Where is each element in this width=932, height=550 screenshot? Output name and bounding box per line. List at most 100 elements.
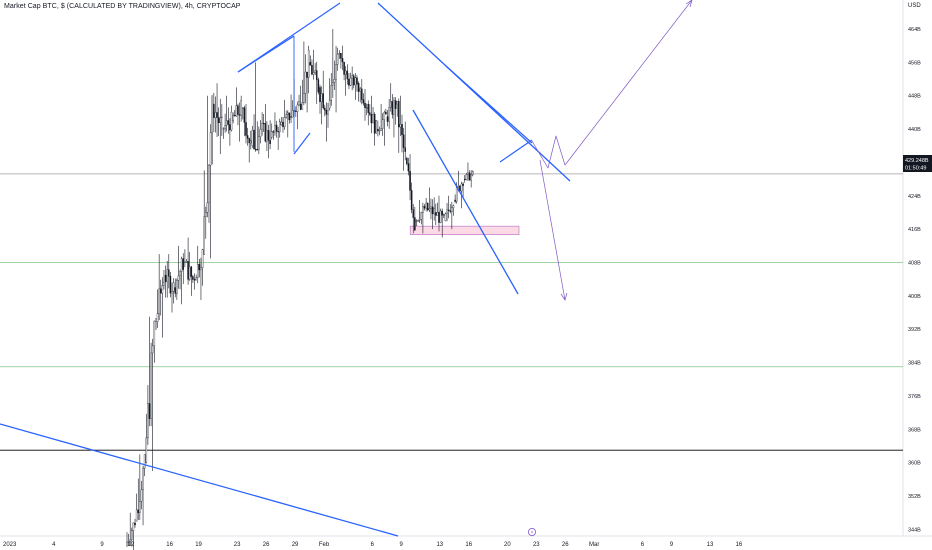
- candle-body: [443, 214, 445, 216]
- time-tick-label: 16: [166, 542, 173, 548]
- current-price-badge: 429.248B 01:50:49: [903, 155, 932, 172]
- candle-body: [227, 120, 230, 125]
- time-tick-label: 6: [371, 542, 375, 548]
- candle-body: [217, 117, 220, 124]
- projection-up-arrowhead: [685, 0, 693, 8]
- candle-body: [150, 352, 152, 419]
- price-tick-label: 408B: [908, 261, 921, 267]
- time-tick-label: 19: [195, 542, 202, 548]
- candle-body: [401, 124, 403, 136]
- candle-body: [156, 313, 159, 322]
- candle-body: [131, 530, 133, 540]
- candle-body: [145, 437, 148, 463]
- candle-body: [396, 101, 398, 105]
- candle-body: [328, 100, 331, 109]
- candle-body: [132, 522, 135, 531]
- candle-body: [200, 267, 202, 271]
- candle-body: [425, 202, 427, 209]
- currency-label: USD: [908, 3, 921, 9]
- candle-body: [238, 114, 241, 116]
- candle-body: [185, 261, 188, 263]
- candle-body: [446, 209, 448, 215]
- candle-body: [336, 53, 339, 65]
- price-tick-label: 440B: [908, 127, 921, 133]
- candle-body: [319, 87, 321, 103]
- candle-body: [304, 71, 307, 94]
- candle-body: [356, 77, 358, 85]
- projection-down: [539, 159, 566, 301]
- candle-body: [418, 219, 421, 221]
- time-tick-label: 16: [736, 542, 743, 548]
- candle-body: [367, 103, 370, 113]
- price-tick-label: 424B: [908, 194, 921, 200]
- candle-body: [193, 279, 196, 281]
- candle-body: [296, 104, 299, 112]
- candle-body: [435, 212, 437, 216]
- candle-body: [245, 122, 247, 136]
- rising-trendline-lower: [293, 132, 311, 155]
- candle-body: [205, 211, 207, 217]
- price-badge-value: 429.248B: [905, 158, 929, 164]
- price-tick-label: 368B: [908, 427, 921, 433]
- candle-body: [142, 467, 144, 491]
- candle-body: [460, 183, 463, 192]
- candle-body: [195, 277, 197, 281]
- candle-body: [224, 125, 226, 129]
- candle-body: [177, 275, 180, 281]
- candle-body: [251, 129, 254, 146]
- candle-body: [346, 70, 349, 80]
- time-axis[interactable]: 2023 4 9 12 16 19 23 26 29 Feb 6 9 13 16 20 23 26 Mar 6 9 13…: [3, 542, 743, 548]
- candle-body: [338, 53, 341, 55]
- candle-body: [180, 258, 183, 272]
- candle-body: [254, 148, 257, 151]
- candle-body: [211, 95, 213, 133]
- time-tick-label: 29: [292, 542, 299, 548]
- candle-body: [258, 136, 260, 150]
- candle-body: [471, 171, 474, 176]
- candle-body: [383, 111, 386, 120]
- price-axis[interactable]: 464B456B448B440B432B424B416B408B400B392B…: [908, 27, 921, 550]
- candle-body: [163, 282, 165, 286]
- candle-body: [275, 124, 278, 132]
- candle-body: [274, 124, 276, 133]
- candle-body: [155, 321, 157, 330]
- candle-body: [378, 130, 381, 132]
- candle-body: [399, 124, 402, 128]
- candle-body: [451, 207, 453, 212]
- candle-body: [196, 264, 199, 278]
- candle-body: [299, 103, 302, 110]
- candles-layer: [126, 29, 474, 550]
- candle-body: [161, 285, 164, 294]
- candle-body: [439, 210, 442, 223]
- price-tick-label: 384B: [908, 361, 921, 367]
- candle-body: [303, 93, 305, 103]
- candle-body: [389, 101, 392, 108]
- candle-body: [201, 249, 204, 268]
- candle-body: [213, 103, 215, 118]
- candle-body: [209, 132, 212, 166]
- candle-body: [420, 212, 423, 220]
- candle-body: [365, 107, 368, 109]
- candle-body: [447, 209, 450, 211]
- price-tick-label: 376B: [908, 394, 921, 400]
- candle-body: [179, 271, 181, 277]
- candle-body: [233, 115, 236, 117]
- candle-body: [182, 258, 185, 270]
- candle-body: [261, 122, 263, 130]
- support-zone-layer: [409, 225, 520, 235]
- candle-body: [306, 71, 308, 78]
- candle-body: [270, 131, 273, 138]
- time-tick-label: 13: [436, 542, 443, 548]
- candle-body: [169, 276, 172, 294]
- candle-body: [301, 102, 304, 110]
- candle-body: [172, 282, 175, 292]
- candle-body: [430, 206, 432, 209]
- price-tick-label: 360B: [908, 461, 921, 467]
- support-zone: [409, 225, 520, 235]
- lightning-icon[interactable]: [528, 528, 537, 537]
- candle-body: [229, 124, 231, 131]
- candle-body: [153, 320, 156, 347]
- candle-body: [127, 541, 130, 543]
